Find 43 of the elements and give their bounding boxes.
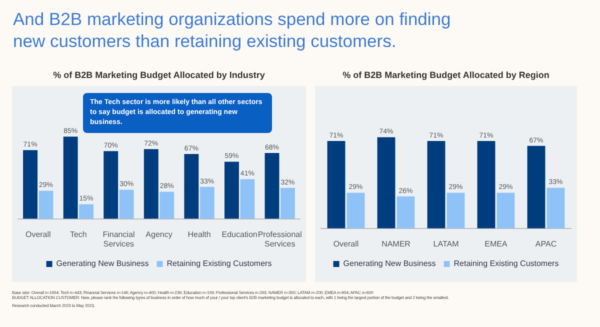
x-tick-label: LATAM — [433, 239, 460, 248]
bar — [477, 140, 496, 228]
x-tick-label: NAMER — [382, 239, 411, 248]
legend-label: Generating New Business — [343, 259, 436, 268]
bar — [280, 188, 295, 219]
bar — [496, 192, 515, 228]
bar — [427, 140, 446, 228]
bar — [144, 149, 158, 219]
legend-label: Generating New Business — [56, 259, 149, 268]
bar — [184, 154, 199, 219]
bar — [200, 186, 214, 219]
x-tick-label: Agency — [146, 230, 172, 239]
bar — [38, 190, 54, 219]
x-tick-label: Overall — [333, 239, 359, 248]
bar — [160, 192, 174, 219]
bar — [346, 192, 365, 228]
bar — [546, 188, 565, 228]
bar — [224, 162, 239, 219]
bar — [446, 192, 465, 228]
x-tick-label: Financial Services — [102, 230, 135, 248]
x-tick-label: Overall — [25, 230, 52, 239]
bar — [79, 204, 94, 219]
chart-subtitle: % of B2B Marketing Budget Allocated by Region — [342, 69, 550, 82]
bar — [396, 196, 415, 228]
legend-label: Retaining Existing Customers — [454, 259, 559, 268]
bar — [377, 137, 396, 228]
bar — [104, 151, 118, 219]
chart-subtitle: % of B2B Marketing Budget Allocated by Industry — [52, 69, 266, 82]
bar — [119, 190, 134, 219]
bar — [327, 140, 346, 228]
x-tick-label: Health — [188, 230, 211, 239]
x-tick-label: EMEA — [484, 239, 508, 248]
x-tick-label: Education — [222, 230, 258, 239]
bar — [527, 146, 546, 228]
legend-label: Retaining Existing Customers — [166, 259, 272, 268]
chart-title: And B2B marketing organizations spend more on finding new customers than retaining existing customers. — [13, 8, 452, 52]
bar — [264, 153, 280, 219]
x-tick-label: Professional Services — [258, 230, 302, 248]
x-tick-label: Tech — [70, 230, 87, 239]
bar — [240, 179, 255, 219]
x-tick-label: APAC — [535, 239, 557, 248]
bar — [23, 150, 38, 219]
bar — [63, 136, 78, 219]
